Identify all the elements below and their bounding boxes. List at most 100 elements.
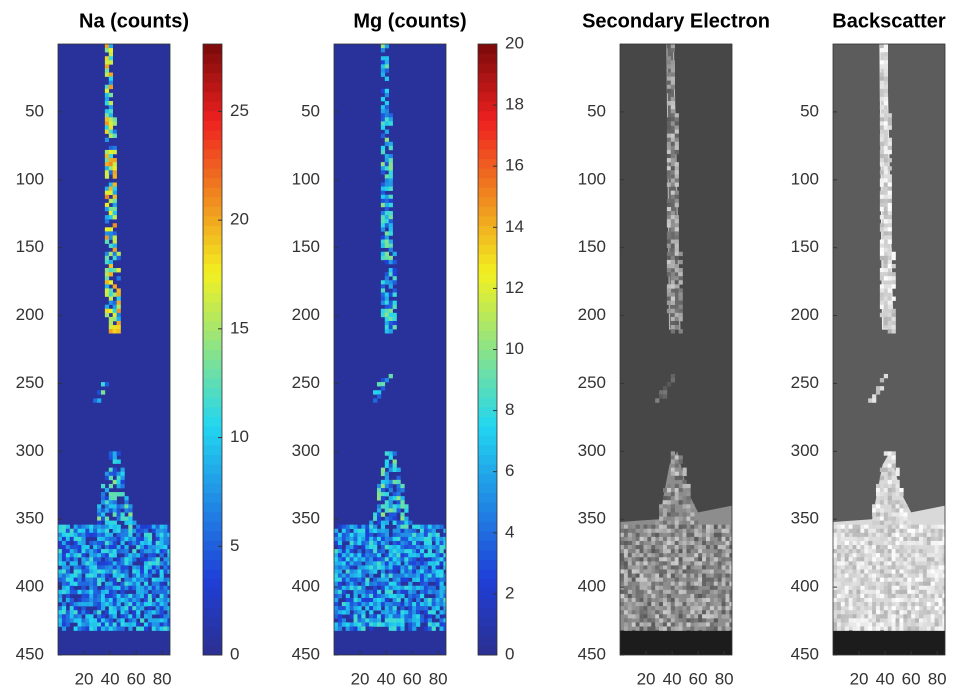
- image-pixel: [66, 553, 70, 557]
- image-pixel: [667, 517, 671, 521]
- image-pixel: [121, 594, 125, 598]
- image-pixel: [393, 280, 397, 284]
- image-pixel: [346, 626, 350, 630]
- image-pixel: [903, 517, 907, 521]
- image-pixel: [896, 472, 900, 476]
- image-pixel: [381, 235, 385, 239]
- image-pixel: [354, 614, 358, 618]
- image-pixel: [109, 73, 113, 77]
- image-pixel: [109, 292, 113, 296]
- image-pixel: [113, 565, 117, 569]
- image-pixel: [81, 582, 85, 586]
- image-pixel: [346, 549, 350, 553]
- image-pixel: [117, 480, 121, 484]
- image-pixel: [880, 496, 884, 500]
- image-pixel: [124, 561, 128, 565]
- image-pixel: [884, 525, 888, 529]
- image-pixel: [124, 569, 128, 573]
- image-pixel: [369, 614, 373, 618]
- image-pixel: [710, 574, 714, 578]
- image-pixel: [160, 586, 164, 590]
- image-pixel: [919, 565, 923, 569]
- image-pixel: [643, 618, 647, 622]
- image-pixel: [710, 553, 714, 557]
- image-pixel: [397, 541, 401, 545]
- y-tick-label: 200: [578, 305, 606, 324]
- image-pixel: [393, 512, 397, 516]
- image-pixel: [872, 565, 876, 569]
- image-pixel: [404, 610, 408, 614]
- image-pixel: [872, 614, 876, 618]
- image-pixel: [420, 582, 424, 586]
- image-pixel: [884, 268, 888, 272]
- image-pixel: [408, 594, 412, 598]
- image-pixel: [643, 622, 647, 626]
- image-pixel: [690, 594, 694, 598]
- image-pixel: [655, 614, 659, 618]
- image-pixel: [74, 578, 78, 582]
- image-pixel: [915, 594, 919, 598]
- image-pixel: [686, 533, 690, 537]
- image-pixel: [105, 60, 109, 64]
- image-pixel: [725, 626, 729, 630]
- image-pixel: [686, 504, 690, 508]
- image-pixel: [683, 525, 687, 529]
- image-pixel: [400, 626, 404, 630]
- image-pixel: [849, 565, 853, 569]
- image-pixel: [880, 199, 884, 203]
- y-tick-label: 200: [791, 305, 819, 324]
- image-pixel: [85, 602, 89, 606]
- image-pixel: [144, 582, 148, 586]
- image-pixel: [109, 207, 113, 211]
- image-pixel: [109, 500, 113, 504]
- image-pixel: [667, 166, 671, 170]
- image-pixel: [105, 207, 109, 211]
- image-pixel: [369, 561, 373, 565]
- image-pixel: [698, 545, 702, 549]
- image-pixel: [400, 578, 404, 582]
- image-pixel: [113, 561, 117, 565]
- image-pixel: [81, 565, 85, 569]
- image-pixel: [439, 582, 443, 586]
- image-pixel: [389, 113, 393, 117]
- image-pixel: [105, 44, 109, 48]
- image-pixel: [911, 582, 915, 586]
- image-pixel: [373, 545, 377, 549]
- image-pixel: [109, 101, 113, 105]
- image-pixel: [923, 594, 927, 598]
- image-pixel: [113, 211, 117, 215]
- image-pixel: [903, 578, 907, 582]
- image-pixel: [74, 618, 78, 622]
- image-pixel: [117, 594, 121, 598]
- image-pixel: [101, 618, 105, 622]
- image-pixel: [350, 549, 354, 553]
- image-pixel: [888, 117, 892, 121]
- image-pixel: [667, 525, 671, 529]
- image-pixel: [385, 162, 389, 166]
- image-pixel: [888, 150, 892, 154]
- image-pixel: [397, 622, 401, 626]
- image-pixel: [683, 561, 687, 565]
- image-pixel: [624, 529, 628, 533]
- image-pixel: [105, 174, 109, 178]
- image-pixel: [66, 610, 70, 614]
- image-pixel: [113, 504, 117, 508]
- image-pixel: [81, 549, 85, 553]
- image-pixel: [338, 582, 342, 586]
- image-pixel: [896, 553, 900, 557]
- image-pixel: [884, 590, 888, 594]
- image-pixel: [710, 525, 714, 529]
- image-pixel: [632, 557, 636, 561]
- image-pixel: [884, 305, 888, 309]
- image-pixel: [113, 586, 117, 590]
- image-pixel: [888, 525, 892, 529]
- image-pixel: [911, 525, 915, 529]
- colorbar-swatch: [203, 445, 222, 455]
- image-pixel: [888, 235, 892, 239]
- image-pixel: [408, 537, 412, 541]
- image-pixel: [896, 574, 900, 578]
- image-pixel: [121, 545, 125, 549]
- image-pixel: [647, 598, 651, 602]
- image-pixel: [907, 586, 911, 590]
- image-pixel: [856, 594, 860, 598]
